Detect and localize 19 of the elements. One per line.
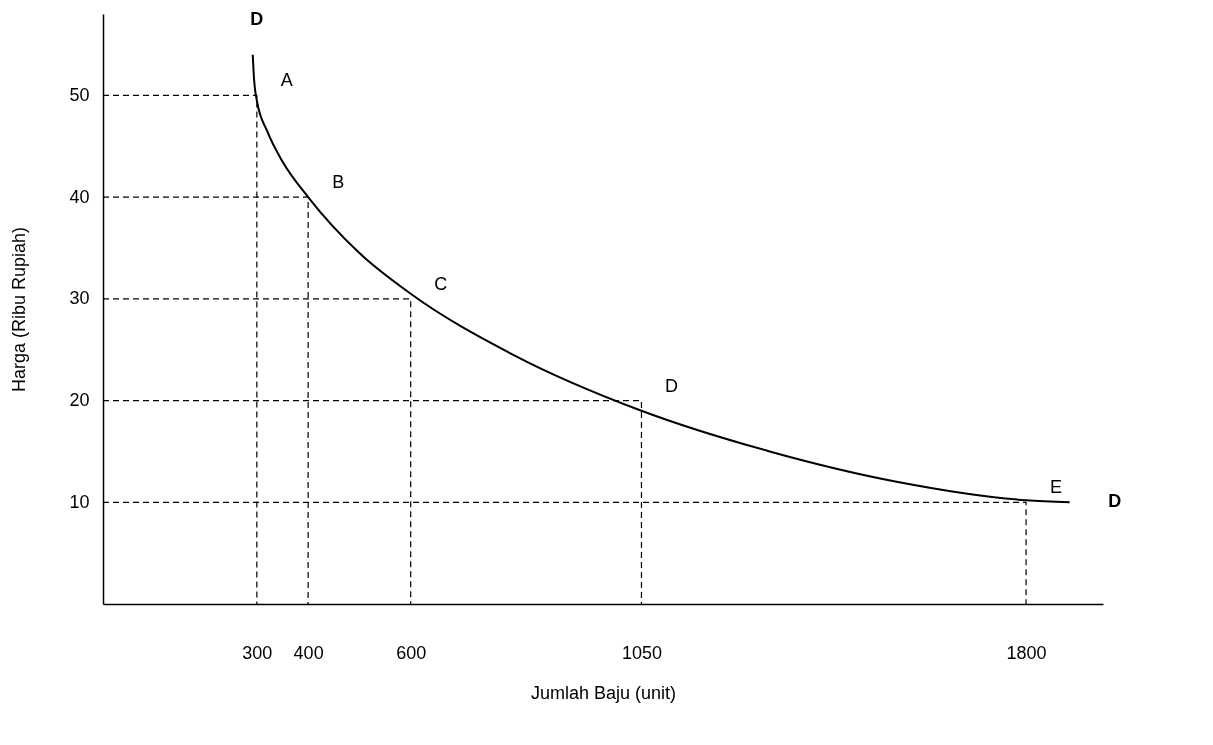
x-axis-title: Jumlah Baju (unit) <box>530 682 677 703</box>
annotation: E <box>1050 477 1063 498</box>
annotation: C <box>434 273 448 294</box>
x-tick-label: 600 <box>396 642 427 663</box>
x-tick-label: 300 <box>242 642 273 663</box>
y-tick-label: 10 <box>69 491 90 512</box>
y-tick-label: 40 <box>69 186 90 207</box>
x-tick-label: 1050 <box>621 642 662 663</box>
y-tick-label: 30 <box>69 288 90 309</box>
x-tick-label: 400 <box>293 642 324 663</box>
y-tick-label: 50 <box>69 84 90 105</box>
y-axis-title: Harga (Ribu Rupiah) <box>9 226 30 393</box>
y-tick-label: 20 <box>69 390 90 411</box>
annotation: A <box>280 70 293 91</box>
annotation: D <box>1108 491 1122 512</box>
annotation: B <box>332 172 345 193</box>
x-tick-label: 1800 <box>1006 642 1047 663</box>
annotation: D <box>664 375 678 396</box>
annotation: D <box>250 8 264 29</box>
